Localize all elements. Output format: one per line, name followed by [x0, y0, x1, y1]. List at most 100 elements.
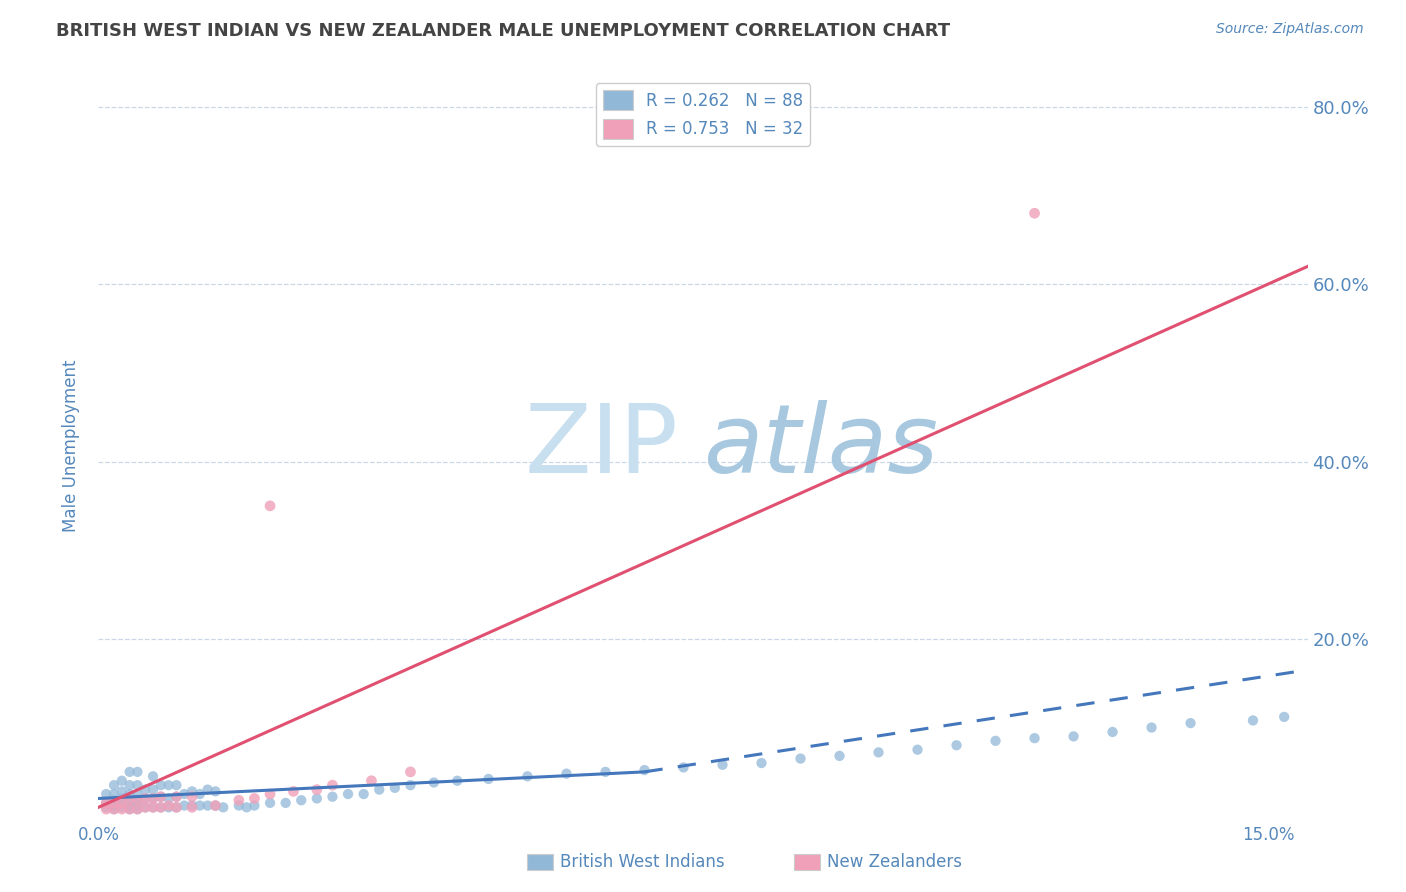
- Point: [181, 800, 204, 814]
- Point: [142, 791, 165, 805]
- Point: [157, 798, 180, 813]
- Point: [751, 756, 773, 770]
- Point: [134, 791, 156, 805]
- Point: [127, 778, 149, 792]
- Point: [103, 802, 125, 816]
- Point: [142, 791, 165, 805]
- Point: [1063, 730, 1085, 744]
- Text: ZIP: ZIP: [524, 400, 679, 492]
- Point: [368, 782, 391, 797]
- Point: [337, 787, 360, 801]
- Point: [672, 760, 695, 774]
- Point: [321, 789, 343, 804]
- Point: [149, 778, 172, 792]
- Point: [127, 798, 149, 813]
- Point: [399, 764, 422, 779]
- Point: [446, 773, 468, 788]
- Point: [118, 793, 141, 807]
- Point: [96, 800, 118, 814]
- Point: [274, 796, 297, 810]
- Point: [118, 802, 141, 816]
- Point: [142, 800, 165, 814]
- Point: [305, 791, 328, 805]
- Point: [595, 764, 617, 779]
- Point: [181, 798, 204, 813]
- Point: [103, 793, 125, 807]
- Point: [127, 793, 149, 807]
- Point: [118, 764, 141, 779]
- Text: British West Indians: British West Indians: [560, 853, 724, 871]
- Point: [204, 798, 226, 813]
- Point: [243, 791, 266, 805]
- Point: [96, 796, 118, 810]
- Point: [204, 798, 226, 813]
- Point: [197, 798, 219, 813]
- Point: [353, 787, 375, 801]
- Point: [103, 798, 125, 813]
- Point: [103, 787, 125, 801]
- Point: [828, 748, 851, 763]
- Point: [165, 800, 187, 814]
- Point: [111, 773, 134, 788]
- Point: [1272, 710, 1295, 724]
- Point: [360, 773, 382, 788]
- Point: [165, 789, 187, 804]
- Point: [142, 782, 165, 797]
- Point: [103, 796, 125, 810]
- Point: [711, 757, 734, 772]
- Point: [118, 798, 141, 813]
- Point: [235, 800, 257, 814]
- Point: [103, 778, 125, 792]
- Point: [142, 800, 165, 814]
- Point: [157, 778, 180, 792]
- Point: [157, 791, 180, 805]
- Point: [127, 802, 149, 816]
- Text: New Zealanders: New Zealanders: [827, 853, 962, 871]
- Point: [127, 787, 149, 801]
- Point: [290, 793, 312, 807]
- Point: [188, 798, 211, 813]
- Point: [118, 778, 141, 792]
- Point: [399, 778, 422, 792]
- Point: [118, 793, 141, 807]
- Point: [259, 499, 281, 513]
- Point: [134, 782, 156, 797]
- Point: [149, 789, 172, 804]
- Point: [984, 734, 1007, 748]
- Point: [423, 775, 446, 789]
- Point: [305, 782, 328, 797]
- Point: [127, 764, 149, 779]
- Point: [165, 800, 187, 814]
- Point: [945, 739, 967, 753]
- Point: [96, 787, 118, 801]
- Point: [516, 769, 538, 783]
- Point: [1024, 731, 1046, 746]
- Point: [111, 802, 134, 816]
- Point: [134, 800, 156, 814]
- Point: [259, 787, 281, 801]
- Legend: R = 0.262   N = 88, R = 0.753   N = 32: R = 0.262 N = 88, R = 0.753 N = 32: [596, 84, 810, 145]
- Point: [103, 802, 125, 816]
- Point: [1241, 714, 1264, 728]
- Point: [259, 796, 281, 810]
- Point: [228, 793, 250, 807]
- Point: [1180, 716, 1202, 731]
- Point: [283, 784, 305, 798]
- Point: [127, 802, 149, 816]
- Text: atlas: atlas: [703, 400, 938, 492]
- Point: [111, 796, 134, 810]
- Point: [477, 772, 499, 786]
- Point: [149, 800, 172, 814]
- Point: [157, 800, 180, 814]
- Point: [165, 778, 187, 792]
- Text: Source: ZipAtlas.com: Source: ZipAtlas.com: [1216, 22, 1364, 37]
- Text: BRITISH WEST INDIAN VS NEW ZEALANDER MALE UNEMPLOYMENT CORRELATION CHART: BRITISH WEST INDIAN VS NEW ZEALANDER MAL…: [56, 22, 950, 40]
- Point: [1101, 725, 1123, 739]
- Point: [384, 780, 406, 795]
- Point: [134, 791, 156, 805]
- Point: [111, 791, 134, 805]
- Point: [204, 784, 226, 798]
- Point: [173, 798, 195, 813]
- Point: [633, 763, 655, 777]
- Point: [212, 800, 235, 814]
